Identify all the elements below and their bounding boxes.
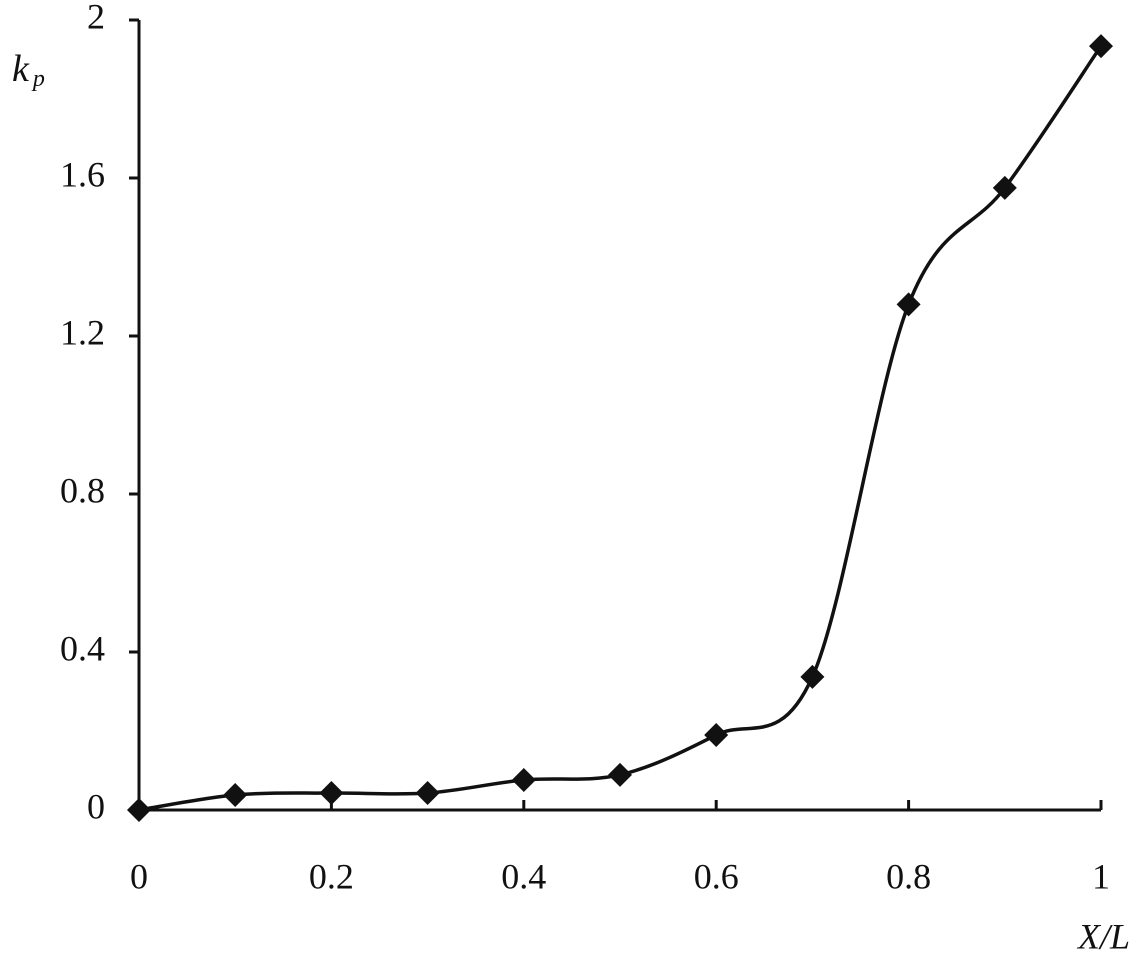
data-point — [800, 664, 825, 689]
data-point — [511, 767, 536, 792]
x-tick-label: 0 — [130, 856, 148, 896]
data-point — [896, 292, 921, 317]
y-tick-label: 0 — [87, 786, 105, 826]
data-point — [127, 798, 151, 822]
y-tick-label: 2 — [87, 0, 105, 36]
data-line — [138, 45, 1103, 812]
x-tick-label: 0.6 — [694, 856, 739, 896]
y-tick-label: 0.4 — [60, 628, 105, 668]
data-point — [992, 175, 1017, 200]
x-tick-label: 0.2 — [309, 856, 354, 896]
data-point — [319, 781, 344, 806]
data-point — [223, 782, 248, 807]
y-tick-label: 1.2 — [60, 312, 105, 352]
y-label-base: k — [12, 48, 30, 90]
x-tick-label: 1 — [1092, 856, 1110, 896]
y-tick-label: 0.8 — [60, 470, 105, 510]
data-point — [608, 762, 632, 787]
x-tick-label: 0.8 — [886, 856, 931, 896]
y-label-sub: p — [31, 66, 45, 92]
data-point — [1089, 34, 1113, 59]
x-tick-label: 0.4 — [501, 856, 546, 896]
y-tick-label: 1.6 — [60, 154, 105, 194]
data-point — [415, 781, 440, 806]
x-axis-label: X/L — [1076, 916, 1130, 956]
data-point — [704, 722, 729, 747]
